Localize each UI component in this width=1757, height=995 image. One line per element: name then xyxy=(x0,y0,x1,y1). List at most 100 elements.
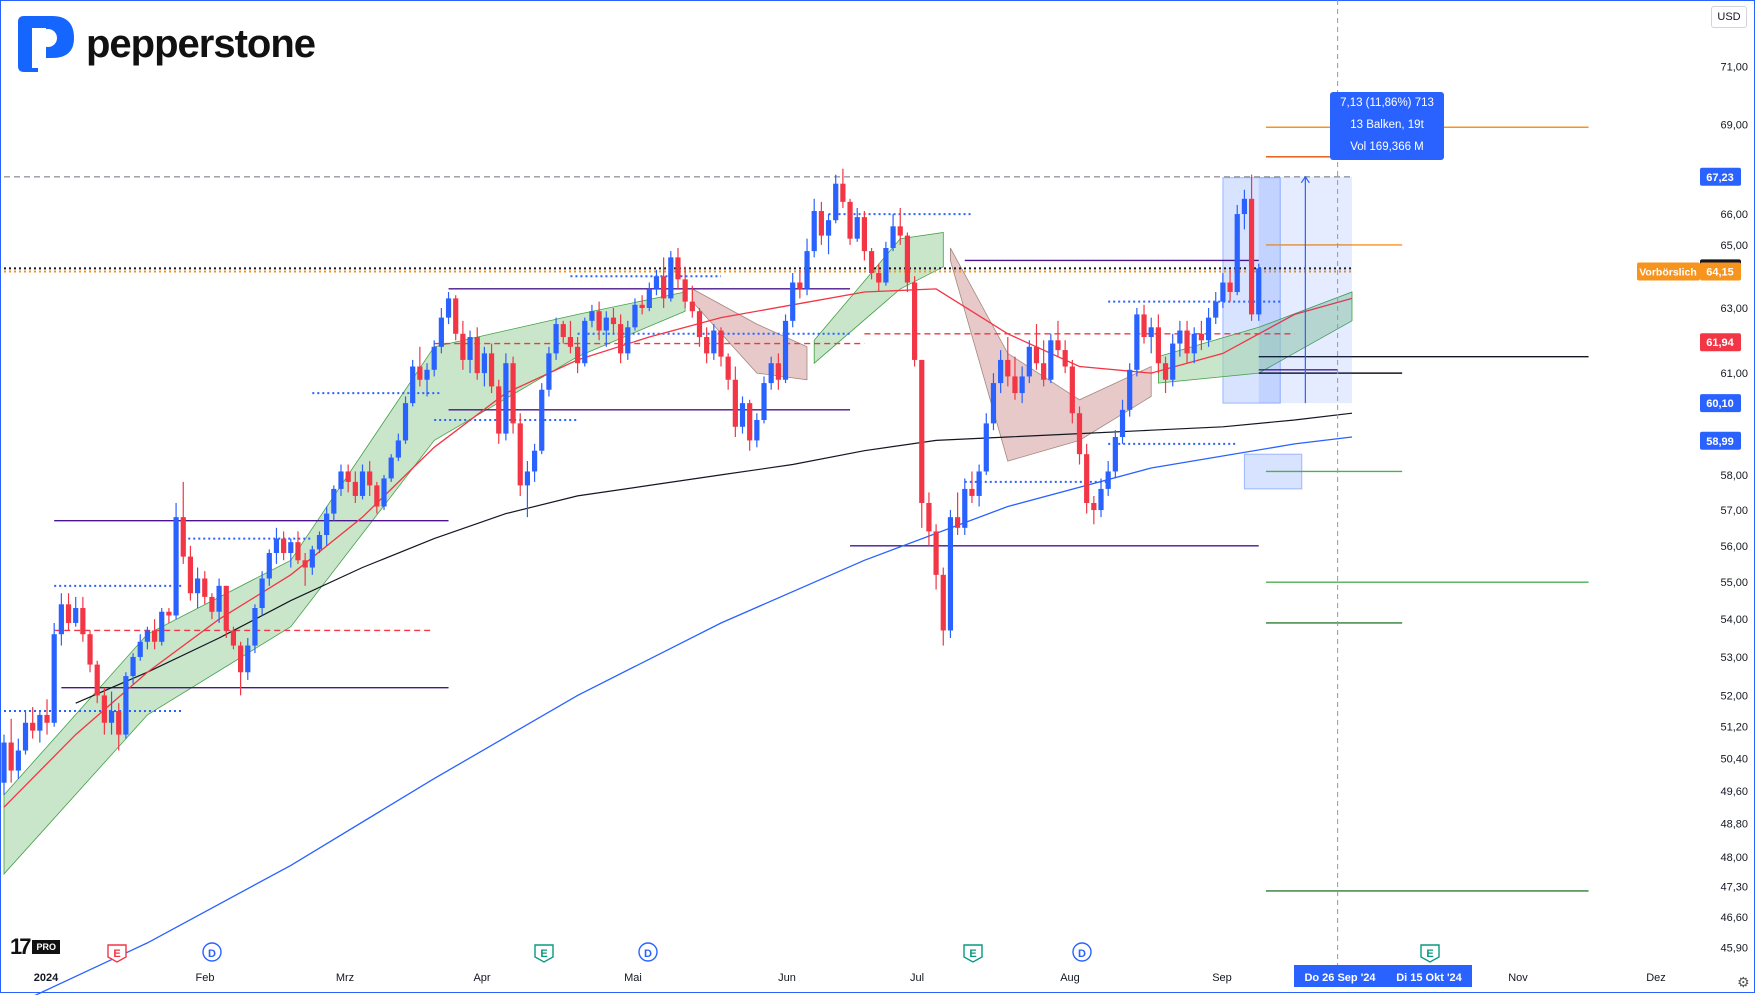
candle-body xyxy=(381,478,387,507)
candle-body xyxy=(180,517,186,557)
y-tick-label: 71,00 xyxy=(1720,62,1748,74)
candle-body xyxy=(589,311,595,321)
candle-body xyxy=(546,353,552,390)
candle-body xyxy=(1019,376,1025,394)
candle-body xyxy=(711,330,717,354)
candle-body xyxy=(58,604,64,635)
candle-body xyxy=(998,359,1004,384)
settings-icon[interactable]: ⚙ xyxy=(1737,974,1750,990)
candle-body xyxy=(216,585,222,612)
candle-body xyxy=(1248,198,1255,315)
y-tick-label: 57,00 xyxy=(1720,505,1748,517)
candle-body xyxy=(1062,350,1068,367)
y-tick-label: 58,00 xyxy=(1720,470,1748,482)
candle-body xyxy=(610,317,617,325)
y-tick-label: 48,80 xyxy=(1720,819,1748,831)
candle-body xyxy=(1155,327,1161,364)
candle-body xyxy=(230,630,237,646)
y-tick-label: 66,00 xyxy=(1720,209,1748,221)
y-tick-label: 55,00 xyxy=(1720,577,1748,589)
candle-body xyxy=(1127,369,1133,410)
candle-body xyxy=(725,356,731,380)
pepperstone-logo-mark xyxy=(18,16,74,72)
y-tick-label: 49,60 xyxy=(1720,786,1748,798)
candle-body xyxy=(1,742,7,783)
candle-body xyxy=(467,337,473,360)
candle-body xyxy=(567,337,574,347)
brand-name: pepperstone xyxy=(86,21,316,66)
candle-body xyxy=(582,320,588,364)
candle-body xyxy=(1177,330,1183,344)
candle-body xyxy=(1084,454,1090,503)
candle-body xyxy=(689,301,695,312)
candle-body xyxy=(739,403,746,427)
candle-body xyxy=(460,333,466,360)
candle-body xyxy=(87,634,93,665)
x-highlight-label: Do 26 Sep '24 xyxy=(1304,972,1376,984)
candle-body xyxy=(288,542,294,554)
candle-body xyxy=(503,363,509,434)
candle-body xyxy=(359,471,366,496)
candle-body xyxy=(1012,376,1018,394)
y-tick-label: 50,40 xyxy=(1720,754,1748,766)
candle-body xyxy=(51,634,57,723)
y-tick-label: 48,00 xyxy=(1720,852,1748,864)
candle-body xyxy=(861,217,867,252)
candle-body xyxy=(847,201,853,239)
x-tick-label: Mai xyxy=(624,972,642,984)
earnings-marker xyxy=(1420,944,1440,963)
candle-body xyxy=(187,556,194,594)
y-tick-label: 46,60 xyxy=(1720,912,1748,924)
candle-body xyxy=(1213,301,1219,318)
candle-body xyxy=(811,211,817,252)
candle-body xyxy=(983,423,989,472)
candle-body xyxy=(159,611,165,642)
candle-body xyxy=(575,346,581,364)
y-tick-label: 61,00 xyxy=(1720,368,1748,380)
candle-body xyxy=(890,226,896,248)
candle-body xyxy=(955,517,961,528)
y-tick-label: 53,00 xyxy=(1720,652,1748,664)
measure-arrow-head xyxy=(1300,175,1310,184)
candle-body xyxy=(281,538,287,554)
candle-body xyxy=(1033,346,1040,364)
candle-body xyxy=(682,279,688,302)
candle-body xyxy=(352,481,358,496)
candle-body xyxy=(596,311,602,331)
candle-body xyxy=(259,578,265,609)
x-tick-label: Dez xyxy=(1646,972,1666,984)
candle-body xyxy=(976,471,982,496)
candle-body xyxy=(560,324,566,338)
candle-body xyxy=(417,366,423,380)
currency-selector[interactable]: USD xyxy=(1711,6,1747,28)
candle-body xyxy=(804,251,810,289)
candle-body xyxy=(1170,343,1176,380)
candle-body xyxy=(818,211,824,236)
candle-body xyxy=(474,337,480,374)
candle-body xyxy=(539,389,545,451)
y-tick-label: 47,30 xyxy=(1720,882,1748,894)
candle-body xyxy=(718,330,724,357)
x-tick-label: Mrz xyxy=(336,972,354,984)
price-label: 58,99 xyxy=(1706,436,1734,448)
candle-body xyxy=(431,346,437,370)
candle-body xyxy=(453,298,459,334)
x-tick-label: Aug xyxy=(1060,972,1080,984)
candle-body xyxy=(123,676,129,735)
earnings-marker xyxy=(963,944,983,963)
candle-body xyxy=(395,440,401,458)
candle-body xyxy=(1026,346,1032,377)
candle-body xyxy=(345,471,351,482)
candle-body xyxy=(1091,502,1097,511)
x-tick-label: Jun xyxy=(778,972,796,984)
candle-body xyxy=(876,273,882,283)
candle-body xyxy=(94,664,100,696)
dividend-marker xyxy=(202,942,222,962)
candle-body xyxy=(80,608,86,635)
candle-body xyxy=(438,317,444,347)
candle-body xyxy=(15,750,21,771)
candle-body xyxy=(926,502,932,532)
candle-body xyxy=(238,645,244,673)
candle-body xyxy=(618,324,624,354)
